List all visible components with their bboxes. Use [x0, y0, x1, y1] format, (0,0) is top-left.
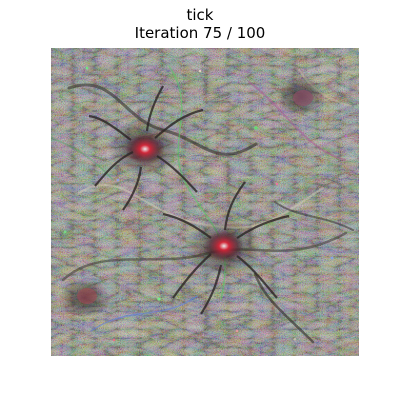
figure-title-block: tick Iteration 75 / 100: [0, 6, 400, 42]
colored-speckles: [63, 66, 348, 342]
tick-shape-right: [162, 181, 290, 315]
small-body-upper-right: [277, 76, 325, 116]
visualization-canvas: [51, 48, 359, 356]
iteration-title: Iteration 75 / 100: [134, 24, 266, 42]
visualization-image: [51, 48, 359, 356]
small-body-lower-left: [59, 278, 111, 318]
tick-shape-left: [88, 85, 204, 211]
class-name-title: tick: [186, 6, 214, 24]
